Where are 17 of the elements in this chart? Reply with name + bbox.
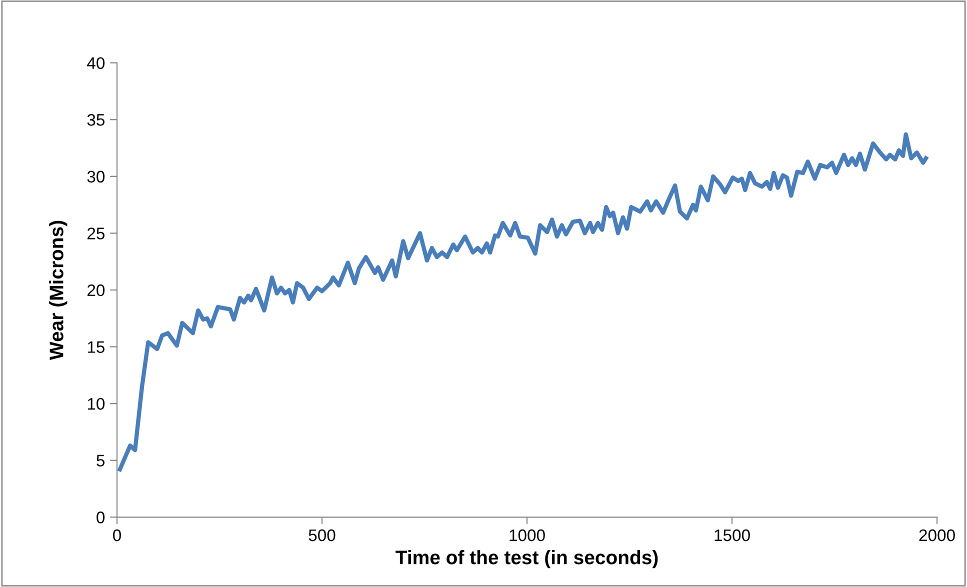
y-tick-label: 15 <box>88 341 105 353</box>
y-tick-label: 30 <box>87 170 105 183</box>
x-tick-label: 500 <box>308 529 336 542</box>
x-tick-label: 1000 <box>510 529 545 542</box>
y-tick-label: 40 <box>87 57 105 70</box>
y-tick-label: 10 <box>88 398 105 410</box>
y-axis-title: Wear (Microns) <box>49 220 68 360</box>
x-tick-label: 1500 <box>714 529 750 542</box>
x-axis-title: Time of the test (in seconds) <box>396 550 658 568</box>
y-tick-label: 25 <box>88 228 105 240</box>
y-tick-label: 0 <box>96 512 105 524</box>
y-tick-label: 5 <box>96 454 105 467</box>
y-tick-label: 35 <box>87 114 105 126</box>
x-tick-label: 2000 <box>919 529 955 542</box>
y-tick-label: 20 <box>88 284 105 296</box>
line-series <box>118 132 928 472</box>
x-tick-label: 0 <box>113 529 121 542</box>
